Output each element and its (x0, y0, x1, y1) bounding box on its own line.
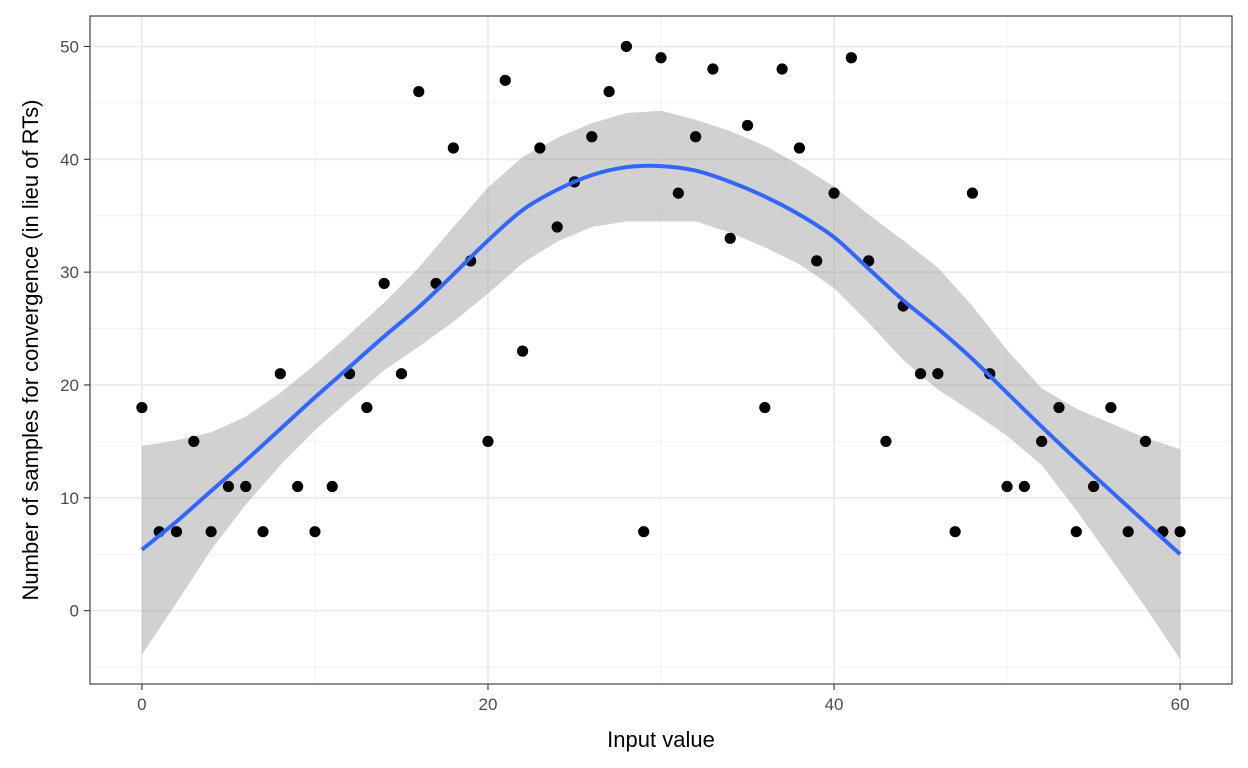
data-point (620, 40, 632, 53)
data-point (1174, 526, 1186, 538)
x-axis-ticks: 0 20 40 60 (137, 684, 1190, 714)
data-point (257, 526, 269, 538)
data-point (1087, 480, 1100, 493)
data-point (880, 435, 892, 447)
data-point (534, 142, 546, 154)
y-tick-label: 30 (60, 263, 79, 282)
data-point (447, 142, 459, 154)
data-point (845, 52, 857, 64)
data-point (136, 401, 148, 414)
data-point (638, 526, 650, 538)
data-point (603, 86, 615, 98)
data-point (1036, 435, 1048, 447)
smooth-trend-line (140, 163, 1182, 556)
x-tick-label: 60 (1171, 695, 1190, 714)
y-axis-title: Number of samples for convergence (in li… (18, 100, 43, 601)
data-point (1122, 526, 1134, 538)
data-point (499, 74, 511, 86)
y-tick-label: 20 (60, 376, 79, 395)
data-point (932, 368, 944, 380)
data-point (240, 480, 252, 493)
data-point (1105, 401, 1117, 414)
data-point (395, 368, 408, 380)
data-point (1053, 401, 1065, 414)
confidence-ribbon-layer (141, 110, 1181, 660)
data-point (1070, 526, 1082, 538)
minor-gridlines (90, 16, 1232, 684)
data-point (759, 401, 771, 414)
data-point (413, 86, 425, 98)
data-point (378, 277, 390, 290)
data-point (655, 52, 667, 64)
smooth-line-layer (140, 163, 1182, 556)
x-tick-label: 40 (825, 695, 844, 714)
data-point (1001, 480, 1013, 493)
data-point (551, 221, 563, 233)
y-tick-label: 50 (60, 37, 79, 56)
data-point (776, 63, 788, 75)
data-point (741, 119, 754, 132)
data-point (170, 526, 183, 538)
data-point (949, 526, 961, 538)
data-point (793, 142, 806, 154)
data-point (828, 187, 840, 199)
data-point (309, 526, 321, 538)
data-point (914, 368, 927, 380)
data-point (482, 435, 494, 447)
data-point (361, 401, 373, 414)
data-point (672, 187, 684, 199)
plot-border (89, 15, 1233, 685)
data-point (690, 131, 702, 143)
y-tick-label: 0 (70, 602, 79, 621)
data-point (811, 255, 823, 267)
data-point (1139, 435, 1152, 447)
x-tick-label: 0 (137, 695, 146, 714)
data-point (205, 526, 217, 538)
data-point (516, 345, 529, 357)
data-point (326, 480, 338, 493)
data-point (188, 435, 200, 447)
data-point (724, 232, 736, 244)
y-tick-label: 10 (60, 489, 79, 508)
data-point (966, 187, 979, 199)
y-axis-ticks: 0 10 20 30 40 50 (60, 37, 90, 621)
data-point (292, 480, 304, 493)
y-tick-label: 40 (60, 150, 79, 169)
confidence-ribbon (141, 110, 1181, 660)
data-point (586, 131, 598, 143)
major-gridlines (90, 16, 1232, 684)
scatter-points-layer (136, 40, 1186, 538)
data-point (222, 480, 235, 493)
x-tick-label: 20 (479, 695, 498, 714)
data-point (274, 368, 286, 380)
x-axis-title: Input value (607, 727, 715, 752)
data-point (707, 63, 719, 75)
data-point (1018, 480, 1030, 493)
